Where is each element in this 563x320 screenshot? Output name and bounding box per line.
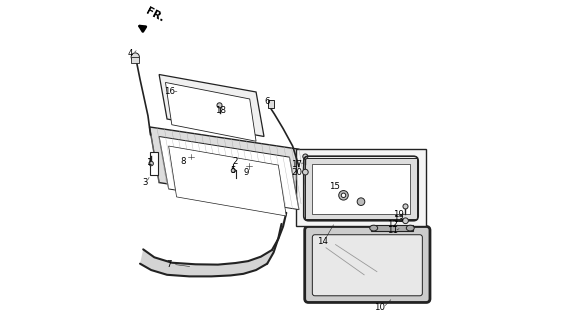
Polygon shape — [312, 164, 410, 214]
Polygon shape — [305, 158, 417, 219]
Text: 3: 3 — [142, 178, 148, 187]
Text: 14: 14 — [317, 237, 328, 246]
Text: 13: 13 — [393, 215, 404, 224]
Circle shape — [231, 169, 235, 172]
Text: 11: 11 — [387, 227, 397, 236]
Circle shape — [149, 161, 153, 166]
Circle shape — [131, 53, 140, 61]
Polygon shape — [140, 213, 286, 276]
Text: 5: 5 — [230, 166, 236, 175]
Polygon shape — [166, 83, 256, 141]
Ellipse shape — [406, 225, 414, 231]
Text: 20: 20 — [291, 168, 302, 177]
Bar — [268, 100, 274, 108]
Polygon shape — [296, 149, 426, 226]
Text: 17: 17 — [291, 160, 302, 169]
Bar — [131, 57, 139, 63]
Circle shape — [341, 193, 346, 197]
Text: 6: 6 — [265, 97, 270, 106]
Text: 16: 16 — [164, 86, 175, 96]
Circle shape — [217, 103, 222, 108]
Bar — [150, 152, 158, 175]
Circle shape — [302, 169, 308, 175]
Text: 8: 8 — [181, 157, 186, 166]
Polygon shape — [159, 75, 264, 137]
Text: FR.: FR. — [144, 6, 166, 24]
Circle shape — [403, 204, 408, 209]
Text: 1: 1 — [146, 158, 151, 167]
FancyBboxPatch shape — [312, 235, 422, 296]
Text: 9: 9 — [243, 168, 249, 177]
Text: 10: 10 — [374, 303, 385, 312]
Polygon shape — [150, 127, 309, 205]
Text: 4: 4 — [128, 49, 133, 58]
Text: 15: 15 — [329, 182, 341, 191]
Circle shape — [403, 218, 408, 224]
Polygon shape — [169, 146, 286, 216]
Circle shape — [187, 153, 195, 160]
Circle shape — [357, 198, 365, 205]
Circle shape — [339, 190, 348, 200]
Ellipse shape — [370, 225, 378, 231]
Circle shape — [245, 162, 253, 170]
Text: 18: 18 — [215, 106, 226, 115]
Text: 19: 19 — [393, 210, 404, 219]
Text: 12: 12 — [387, 220, 397, 229]
Text: 7: 7 — [166, 260, 171, 269]
Polygon shape — [370, 225, 413, 231]
Polygon shape — [159, 137, 299, 210]
FancyBboxPatch shape — [305, 227, 430, 302]
Circle shape — [303, 154, 308, 159]
Text: 2: 2 — [233, 157, 238, 166]
